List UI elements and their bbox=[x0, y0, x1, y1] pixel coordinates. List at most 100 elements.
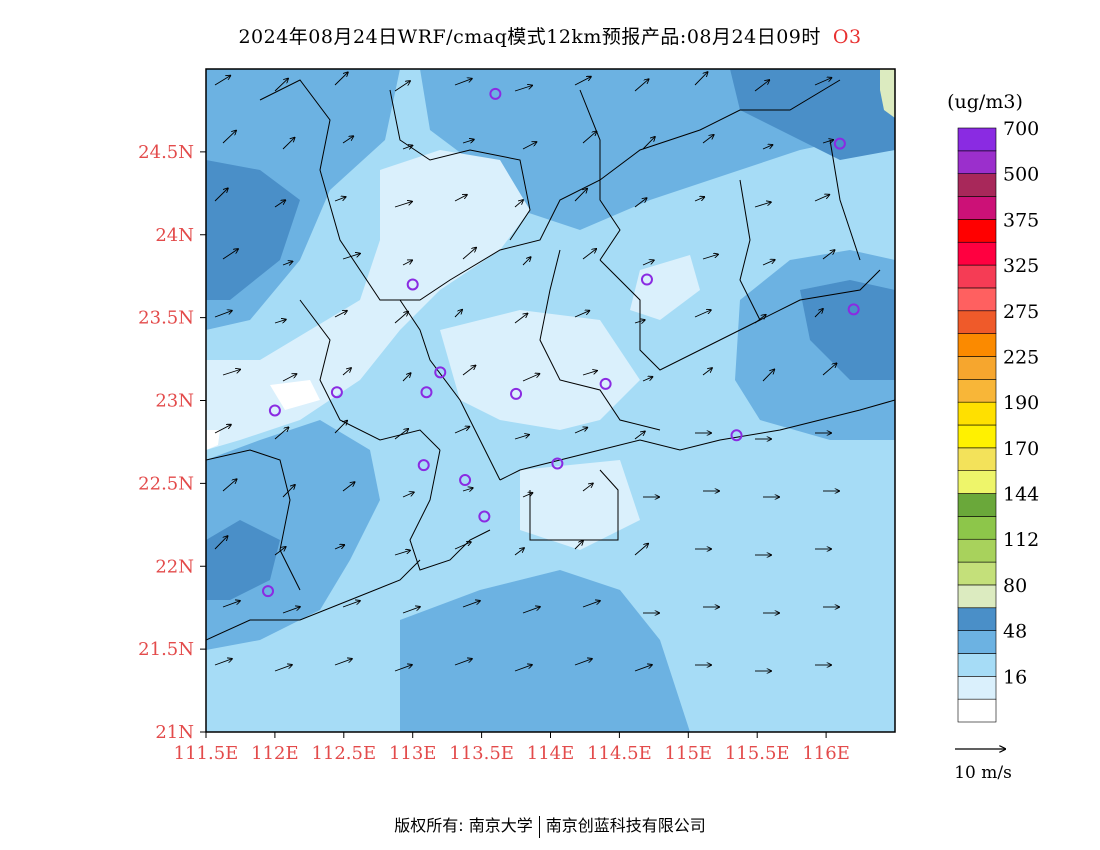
lat-tick-label: 22N bbox=[155, 556, 194, 577]
copyright-separator bbox=[538, 815, 540, 838]
wind-arrow bbox=[402, 260, 412, 266]
wind-arrow bbox=[342, 136, 353, 144]
colorbar-swatch bbox=[957, 538, 997, 563]
station-marker bbox=[417, 459, 430, 472]
wind-arrow bbox=[454, 79, 472, 86]
wind-legend-label: 10 m/s bbox=[954, 763, 1012, 783]
lon-tick-label: 115.5E bbox=[725, 743, 790, 764]
lat-tick-label: 23N bbox=[155, 391, 194, 412]
wind-arrow bbox=[514, 665, 532, 672]
colorbar-swatch bbox=[957, 379, 997, 403]
wind-arrow bbox=[462, 601, 480, 608]
lon-tick-label: 112.5E bbox=[311, 743, 376, 764]
wind-arrow bbox=[694, 72, 708, 86]
wind-arrow bbox=[634, 431, 645, 440]
colorbar-swatch bbox=[957, 264, 997, 289]
lat-tick-label: 24.5N bbox=[138, 142, 194, 163]
wind-arrow bbox=[634, 198, 647, 208]
station-marker bbox=[478, 510, 491, 523]
wind-arrow bbox=[282, 374, 296, 382]
station-marker bbox=[640, 273, 653, 286]
wind-arrow bbox=[334, 545, 344, 550]
wind-arrow bbox=[454, 195, 467, 202]
colorbar-swatch bbox=[957, 401, 997, 426]
wind-arrow bbox=[402, 145, 412, 149]
wind-arrow bbox=[342, 482, 355, 492]
station-marker bbox=[459, 474, 472, 487]
colorbar-swatch bbox=[957, 653, 997, 677]
copyright-left: 版权所有: 南京大学 bbox=[394, 816, 533, 835]
wind-arrow bbox=[274, 320, 286, 323]
station-marker bbox=[847, 303, 860, 316]
station-marker bbox=[330, 386, 343, 399]
species-label: O3 bbox=[832, 26, 862, 48]
wind-arrow bbox=[754, 202, 771, 208]
wind-arrow bbox=[454, 427, 469, 434]
lat-tick-label: 22.5N bbox=[138, 473, 194, 494]
wind-arrow bbox=[334, 311, 347, 318]
wind-arrow bbox=[762, 260, 775, 266]
station-marker bbox=[510, 387, 523, 400]
lat-tick-label: 21N bbox=[155, 722, 194, 743]
wind-arrow bbox=[634, 665, 652, 672]
lat-tick-label: 21.5N bbox=[138, 639, 194, 660]
station-markers bbox=[262, 87, 860, 598]
wind-arrow bbox=[282, 261, 292, 265]
wind-arrow bbox=[462, 140, 474, 143]
wind-arrow bbox=[582, 371, 597, 376]
lon-tick-label: 114E bbox=[527, 743, 575, 764]
wind-arrow bbox=[222, 601, 240, 608]
colorbar-swatch bbox=[957, 493, 997, 517]
station-marker bbox=[434, 366, 447, 379]
wind-arrow bbox=[514, 200, 523, 208]
wind-arrow bbox=[522, 493, 533, 498]
station-marker bbox=[551, 457, 564, 470]
wind-arrow bbox=[402, 373, 411, 382]
wind-arrow bbox=[762, 145, 772, 150]
wind-arrow bbox=[582, 601, 600, 608]
wind-vectors bbox=[214, 72, 839, 672]
wind-arrow bbox=[642, 137, 655, 150]
wind-arrow bbox=[702, 254, 718, 260]
wind-arrow bbox=[574, 659, 592, 666]
lon-tick-label: 111.5E bbox=[174, 743, 239, 764]
map-title: 2024年08月24日WRF/cmaq模式12km预报产品:08月24日09时 O… bbox=[0, 22, 1100, 49]
wind-arrow bbox=[522, 142, 536, 150]
wind-arrow bbox=[822, 363, 837, 376]
wind-arrow bbox=[754, 315, 766, 324]
colorbar-label: 500 bbox=[1003, 164, 1039, 186]
wind-arrow bbox=[394, 81, 410, 92]
colorbar-swatch bbox=[957, 127, 997, 152]
wind-arrow bbox=[634, 544, 648, 556]
wind-arrow bbox=[222, 131, 236, 144]
wind-arrow bbox=[342, 368, 351, 376]
colorbar-label: 375 bbox=[1003, 209, 1039, 231]
wind-arrow bbox=[462, 248, 476, 260]
lon-tick-label: 113.5E bbox=[449, 743, 514, 764]
wind-arrow bbox=[814, 195, 829, 202]
wind-arrow bbox=[454, 542, 471, 550]
latitude-axis: 21N 21.5N 22N 22.5N 23N 23.5N 24N 24.5N bbox=[138, 142, 206, 743]
wind-arrow bbox=[214, 188, 228, 202]
colorbar-swatch bbox=[957, 173, 997, 197]
wind-arrow bbox=[274, 427, 288, 440]
wind-arrow bbox=[814, 78, 831, 86]
wind-arrow bbox=[754, 80, 769, 92]
wind-arrow bbox=[514, 86, 532, 92]
wind-arrow bbox=[582, 483, 593, 492]
wind-arrow bbox=[282, 138, 295, 150]
wind-arrow bbox=[394, 665, 412, 672]
colorbar-label: 225 bbox=[1003, 346, 1039, 368]
lon-tick-label: 112E bbox=[251, 743, 299, 764]
wind-arrow bbox=[334, 72, 348, 86]
wind-arrow bbox=[214, 76, 230, 86]
colorbar-swatch bbox=[957, 607, 997, 631]
wind-arrow bbox=[402, 492, 414, 498]
colorbar-swatch bbox=[957, 676, 997, 700]
wind-arrow bbox=[582, 131, 596, 144]
wind-arrow bbox=[522, 607, 540, 614]
wind-arrow bbox=[574, 189, 587, 202]
station-marker bbox=[262, 585, 275, 598]
lon-tick-label: 116E bbox=[802, 743, 850, 764]
wind-arrow bbox=[574, 311, 589, 318]
